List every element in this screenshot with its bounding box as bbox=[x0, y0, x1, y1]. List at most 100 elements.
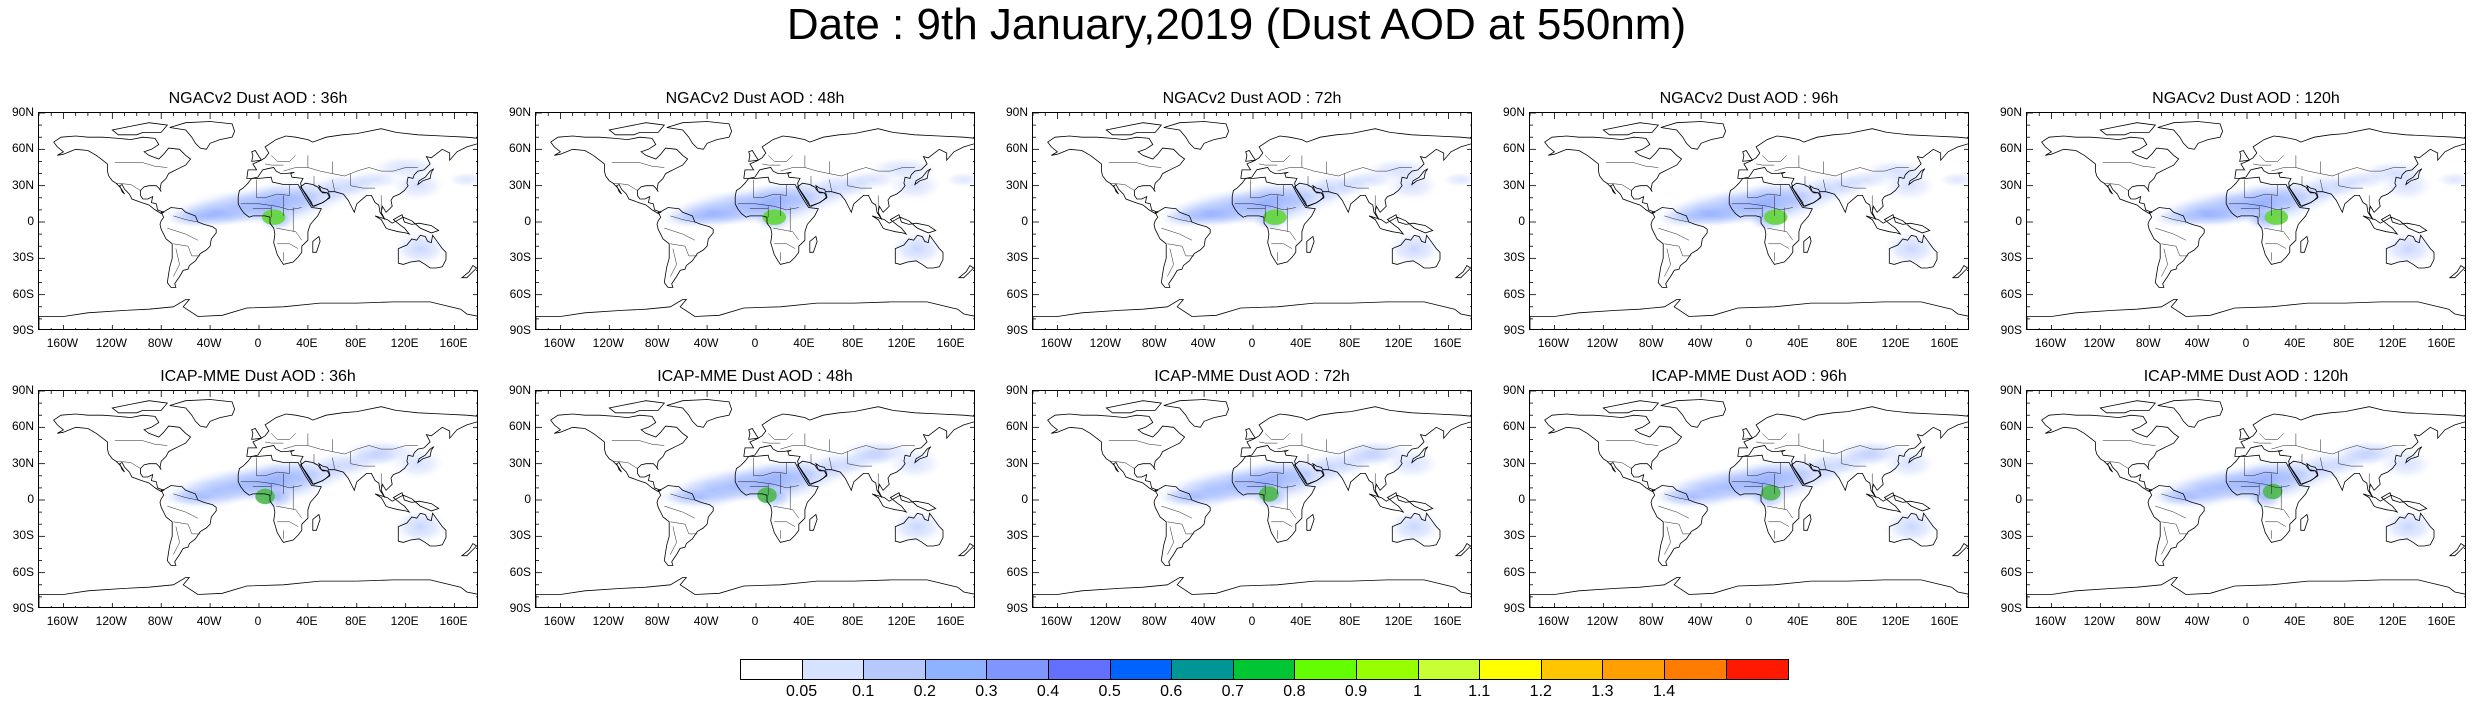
country-border bbox=[810, 454, 818, 467]
coastlines bbox=[1033, 399, 1471, 607]
coastline-antarctica bbox=[536, 577, 974, 607]
map-panel-icap-36h: ICAP-MME Dust AOD : 36h 90N 60N 30N 0 30S 60S 9… bbox=[8, 368, 478, 630]
lat-label: 30N bbox=[11, 455, 34, 470]
country-border bbox=[768, 433, 793, 440]
coastline-new-zealand bbox=[1454, 543, 1471, 557]
dust-plume bbox=[392, 231, 448, 267]
world-map-svg bbox=[1530, 391, 1968, 607]
coastline-indonesia bbox=[2362, 492, 2428, 513]
lon-label: 0 bbox=[254, 614, 262, 628]
country-border bbox=[1606, 182, 1632, 191]
coastline-antarctica bbox=[2027, 577, 2465, 607]
coastline-madagascar bbox=[1306, 235, 1315, 253]
dust-plume bbox=[1651, 485, 1739, 510]
coastline-north-america bbox=[1544, 135, 1683, 214]
country-border bbox=[2228, 203, 2290, 211]
lon-label: 80E bbox=[1836, 614, 1858, 628]
coastline-japan bbox=[1411, 446, 1429, 464]
coastline-north-america bbox=[53, 135, 192, 214]
tick-marks bbox=[536, 113, 974, 329]
dust-plume bbox=[1441, 171, 1471, 188]
country-border bbox=[768, 155, 793, 162]
coastlines bbox=[39, 399, 477, 607]
country-border bbox=[256, 179, 290, 199]
country-border bbox=[1109, 182, 1135, 191]
lon-label: 40E bbox=[1787, 614, 1809, 628]
dust-plume bbox=[889, 509, 945, 545]
lon-label: 160E bbox=[1930, 614, 1959, 628]
country-border bbox=[1167, 526, 1174, 555]
country-border bbox=[2161, 248, 2168, 277]
lon-label: 40W bbox=[2184, 614, 2210, 628]
coastline-japan bbox=[2405, 446, 2423, 464]
dust-plume bbox=[2330, 439, 2409, 464]
tick-marks bbox=[2027, 391, 2465, 607]
coastline-greenland-islands bbox=[1602, 400, 1660, 414]
coastline-africa bbox=[1231, 176, 1316, 265]
tick-marks bbox=[1033, 391, 1471, 607]
country-border bbox=[1774, 445, 1909, 455]
country-border bbox=[773, 505, 800, 519]
world-map-svg bbox=[536, 391, 974, 607]
lat-label: 60N bbox=[508, 141, 531, 156]
lon-label: 120E bbox=[2378, 336, 2407, 350]
coastline-indonesia bbox=[871, 492, 937, 513]
lon-label: 80W bbox=[644, 336, 670, 350]
colorbar-label: 0.3 bbox=[975, 683, 998, 700]
lon-label: 40E bbox=[296, 614, 318, 628]
coastline-new-zealand bbox=[1454, 265, 1471, 279]
lat-label: 60N bbox=[1005, 419, 1028, 434]
country-border bbox=[1259, 163, 1278, 166]
country-border bbox=[1658, 227, 1690, 241]
lat-label: 30N bbox=[1005, 455, 1028, 470]
country-border bbox=[1762, 155, 1787, 162]
lon-label: 160E bbox=[1930, 336, 1959, 350]
lat-label: 0 bbox=[27, 214, 34, 228]
lat-label: 60N bbox=[1999, 141, 2022, 156]
colorbar-swatch bbox=[1295, 660, 1357, 679]
figure-title: Date : 9th January,2019 (Dust AOD at 550… bbox=[786, 0, 1687, 49]
country-border bbox=[2103, 182, 2129, 191]
coastline-arabian-peninsula bbox=[2288, 182, 2319, 207]
coastline-indonesia bbox=[2362, 214, 2428, 235]
country-border bbox=[1768, 521, 1790, 527]
colorbar-label: 0.2 bbox=[913, 683, 936, 700]
coastline-arabian-peninsula bbox=[300, 460, 331, 485]
coastline-greenland bbox=[169, 121, 236, 150]
lon-label: 120E bbox=[1384, 336, 1413, 350]
country-border bbox=[332, 179, 336, 192]
lon-label: 160E bbox=[439, 614, 468, 628]
lon-label: 80E bbox=[2333, 614, 2355, 628]
country-border bbox=[1664, 248, 1671, 277]
country-border bbox=[2301, 454, 2309, 467]
coastline-madagascar bbox=[1306, 513, 1315, 531]
coastline-antarctica bbox=[39, 299, 477, 329]
coastline-south-america bbox=[1650, 207, 1708, 288]
panel-title: NGACv2 Dust AOD : 36h bbox=[168, 90, 348, 107]
country-border bbox=[265, 163, 284, 166]
map-panel-icap-120h: ICAP-MME Dust AOD : 120h 90N 60N 30N 0 30S 60S… bbox=[1996, 368, 2466, 630]
coastline-greenland bbox=[666, 399, 733, 428]
lat-label: 60S bbox=[509, 286, 531, 301]
dust-plume bbox=[666, 204, 753, 228]
country-border bbox=[2155, 227, 2187, 241]
lon-label: 80E bbox=[842, 336, 864, 350]
map-panel-icap-72h: ICAP-MME Dust AOD : 72h 90N 60N 30N 0 30S 60S 9… bbox=[1002, 368, 1472, 630]
country-border bbox=[1307, 176, 1315, 189]
coastline-eurasia bbox=[1240, 128, 1471, 220]
colorbar-swatch bbox=[1541, 660, 1604, 679]
lon-label: 0 bbox=[1248, 336, 1256, 350]
map-panel-icap-96h: ICAP-MME Dust AOD : 96h 90N 60N 30N 0 30S 60S 9… bbox=[1499, 368, 1969, 630]
dust-plume bbox=[1386, 509, 1442, 545]
coastline-eurasia bbox=[1737, 406, 1968, 498]
coastline-new-zealand bbox=[460, 543, 477, 557]
lon-label: 40W bbox=[1190, 614, 1216, 628]
world-map bbox=[38, 112, 478, 330]
country-border bbox=[1768, 243, 1790, 249]
country-border bbox=[167, 227, 199, 241]
coastline-antarctica bbox=[2027, 299, 2465, 329]
lon-label: 40W bbox=[196, 614, 222, 628]
coastline-japan bbox=[1908, 446, 1926, 464]
tick-marks bbox=[1530, 391, 1968, 607]
country-border bbox=[780, 445, 915, 455]
